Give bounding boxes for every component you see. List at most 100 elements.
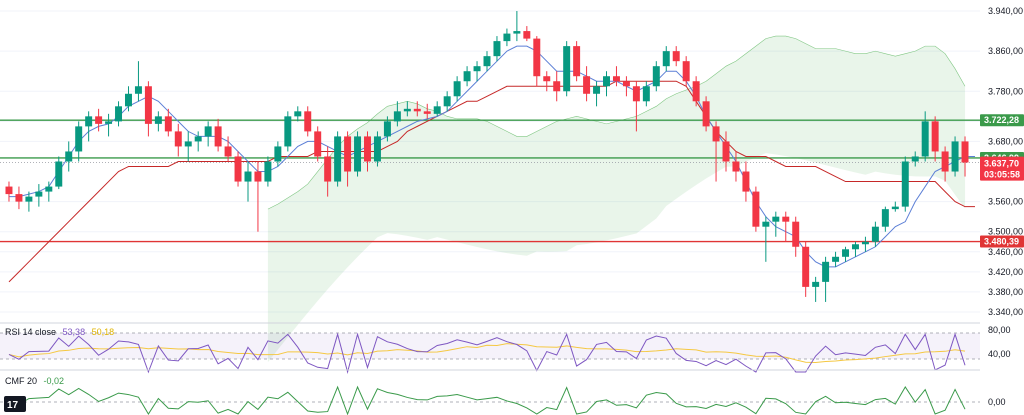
- candle-body: [782, 216, 790, 222]
- candle-body: [702, 101, 710, 127]
- ichimoku-cloud: [267, 35, 966, 363]
- candle-body: [105, 121, 113, 124]
- candle-body: [45, 186, 53, 192]
- candle-body: [174, 131, 182, 147]
- candle-body: [762, 221, 770, 227]
- candle: [134, 61, 142, 102]
- candle-body: [802, 246, 810, 287]
- candle-body: [134, 86, 142, 94]
- y-tick-label: 3.680,00: [988, 136, 1023, 146]
- candle: [861, 236, 869, 252]
- candle-body: [423, 111, 431, 114]
- support-2-tag: [980, 235, 1024, 248]
- candle: [603, 71, 610, 97]
- candle: [622, 76, 630, 97]
- candle-body: [164, 116, 172, 132]
- candle-body: [652, 66, 660, 87]
- candle: [184, 131, 192, 162]
- candle: [15, 186, 23, 210]
- candle-body: [154, 116, 162, 124]
- candle: [851, 241, 859, 257]
- candle: [443, 91, 451, 112]
- candle-body: [393, 111, 401, 122]
- candle: [144, 81, 152, 137]
- candle-body: [453, 81, 461, 97]
- candle-body: [911, 156, 919, 162]
- candle: [35, 184, 43, 207]
- candle-body: [204, 126, 212, 137]
- candle: [334, 131, 342, 187]
- candle: [204, 121, 212, 147]
- cmf-title[interactable]: CMF 20 -0,02: [5, 376, 64, 386]
- candle: [533, 36, 541, 87]
- support-2-tag-label: 3.480,39: [984, 237, 1019, 247]
- candle-body: [224, 146, 232, 157]
- candle: [214, 118, 222, 152]
- horizontal-levels[interactable]: [0, 119, 980, 243]
- candle-body: [463, 71, 471, 82]
- resistance-1-tag-label: 3.722,28: [984, 115, 1019, 125]
- candle-body: [951, 141, 959, 172]
- rsi-ma-line: [8, 343, 966, 363]
- candle-body: [55, 161, 63, 187]
- candle: [25, 191, 33, 212]
- kijun-sen-line-path: [8, 80, 975, 283]
- candle: [772, 211, 780, 237]
- last-price-tag: [980, 156, 1024, 181]
- candle-body: [493, 41, 501, 57]
- candle: [911, 151, 919, 167]
- candle: [304, 106, 312, 137]
- rsi-tick-80: 80,00: [988, 325, 1011, 335]
- candle: [742, 161, 750, 202]
- candle-body: [642, 86, 650, 102]
- candle-body: [931, 121, 939, 152]
- tenkan-sen-line-path: [8, 45, 975, 268]
- candle-body: [672, 51, 680, 62]
- y-tick-label: 3.860,00: [988, 46, 1023, 56]
- candle: [5, 181, 13, 202]
- rsi-title[interactable]: RSI 14 close 53,38 50,18: [5, 327, 114, 337]
- candle: [274, 141, 282, 167]
- candle-body: [65, 151, 73, 162]
- candle-body: [503, 33, 511, 42]
- candle-body: [214, 126, 222, 147]
- rsi-tick-40: 40,00: [988, 349, 1011, 359]
- candle: [652, 61, 660, 92]
- candle-body: [364, 136, 371, 162]
- candle: [433, 101, 441, 117]
- candle: [483, 51, 491, 72]
- candle-body: [533, 38, 541, 77]
- tradingview-logo-icon[interactable]: 17: [4, 396, 26, 412]
- candle: [354, 131, 362, 177]
- candle-body: [304, 111, 312, 132]
- candle-body: [842, 249, 850, 257]
- candle: [244, 161, 252, 202]
- candle: [662, 46, 670, 72]
- candle-body: [25, 196, 33, 202]
- candle: [762, 216, 770, 262]
- candle-body: [563, 46, 571, 92]
- rsi-band: [0, 333, 980, 359]
- candle: [463, 66, 471, 87]
- candle: [344, 131, 352, 187]
- candle-body: [603, 76, 610, 87]
- last-price-label: 3.637,70: [984, 159, 1019, 169]
- candle-body: [95, 116, 103, 124]
- candle-body: [334, 136, 342, 182]
- candle-body: [573, 46, 581, 77]
- senkou-span-a: [267, 35, 966, 210]
- candle-body: [772, 216, 780, 222]
- candle: [373, 131, 381, 167]
- candle: [712, 121, 720, 182]
- countdown-label: 03:05:58: [984, 170, 1020, 180]
- candle-body: [612, 76, 620, 82]
- candle-body: [622, 81, 630, 87]
- candle-body: [921, 121, 929, 157]
- candle: [951, 136, 959, 177]
- candle-body: [15, 194, 23, 202]
- candle: [593, 81, 601, 107]
- candle: [931, 116, 939, 162]
- candle-body: [722, 141, 730, 162]
- candle: [812, 276, 820, 302]
